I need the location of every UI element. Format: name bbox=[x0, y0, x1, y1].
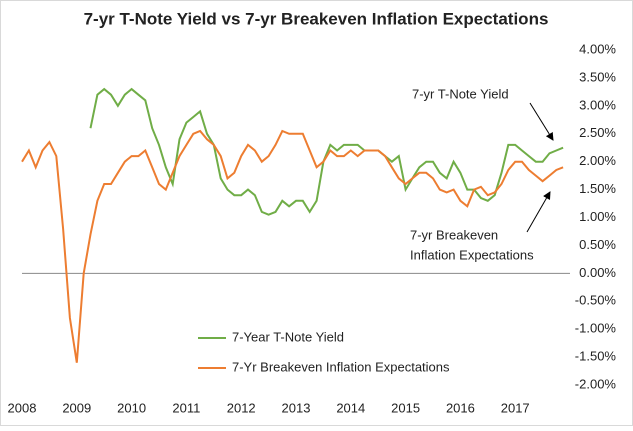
x-tick-label: 2012 bbox=[227, 400, 256, 415]
x-tick-label: 2011 bbox=[172, 400, 200, 415]
annotation-arrow bbox=[526, 191, 551, 233]
x-tick-label: 2010 bbox=[117, 400, 146, 415]
y-tick-label: -2.00% bbox=[575, 376, 617, 391]
y-tick-label: 2.50% bbox=[579, 125, 616, 140]
x-tick-label: 2017 bbox=[501, 400, 530, 415]
y-tick-label: 1.50% bbox=[579, 181, 616, 196]
y-tick-label: 2.00% bbox=[579, 153, 616, 168]
x-tick-label: 2009 bbox=[62, 400, 91, 415]
annotation: 7-yr T-Note Yield bbox=[412, 86, 509, 101]
y-tick-label: 3.50% bbox=[579, 69, 616, 84]
legend-label: 7-Yr Breakeven Inflation Expectations bbox=[232, 359, 450, 374]
annotation: 7-yr Breakeven bbox=[410, 227, 498, 242]
y-tick-label: 1.00% bbox=[579, 209, 616, 224]
annotation-arrow bbox=[529, 102, 554, 141]
y-tick-label: -1.50% bbox=[575, 349, 617, 364]
series-line bbox=[21, 129, 564, 363]
x-tick-label: 2013 bbox=[282, 400, 311, 415]
y-tick-label: -0.50% bbox=[575, 293, 617, 308]
legend-label: 7-Year T-Note Yield bbox=[232, 329, 344, 344]
y-tick-label: 0.50% bbox=[579, 237, 616, 252]
y-tick-label: -1.00% bbox=[575, 321, 617, 336]
y-tick-label: 0.00% bbox=[579, 265, 616, 280]
y-tick-label: 4.00% bbox=[579, 41, 616, 56]
series-line bbox=[89, 87, 564, 216]
x-tick-label: 2015 bbox=[391, 400, 420, 415]
x-tick-label: 2008 bbox=[8, 400, 37, 415]
x-tick-label: 2014 bbox=[336, 400, 365, 415]
annotation: Inflation Expectations bbox=[410, 247, 534, 262]
chart-title: 7-yr T-Note Yield vs 7-yr Breakeven Infl… bbox=[84, 9, 549, 28]
x-tick-label: 2016 bbox=[446, 400, 475, 415]
y-tick-label: 3.00% bbox=[579, 97, 616, 112]
